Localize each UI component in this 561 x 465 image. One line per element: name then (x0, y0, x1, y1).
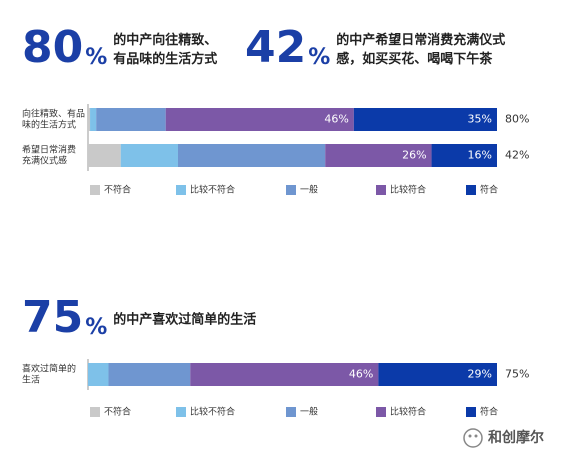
headline-number: 75 (22, 292, 83, 343)
bar-segment (431, 144, 497, 167)
total-label: 80% (505, 113, 529, 126)
bar-segment (190, 363, 379, 386)
legend-label: 符合 (480, 406, 498, 418)
legend-swatch (376, 407, 386, 417)
total-label: 42% (505, 149, 529, 162)
legend-swatch (286, 407, 296, 417)
headline-unit: % (308, 45, 330, 70)
value-label: 16% (468, 149, 492, 162)
legend-label: 比较不符合 (190, 406, 235, 418)
category-label: 希望日常消费 (22, 144, 76, 156)
legend-label: 比较符合 (390, 184, 426, 196)
headline-text: 感，如买买花、喝喝下午茶 (336, 51, 493, 67)
category-label: 喜欢过简单的 (22, 363, 76, 375)
legend-label: 不符合 (104, 184, 131, 196)
bar-segment (108, 363, 191, 386)
headline-unit: % (85, 45, 107, 70)
legend-swatch (466, 185, 476, 195)
value-label: 46% (349, 368, 373, 381)
legend-label: 不符合 (104, 406, 131, 418)
legend-label: 一般 (300, 406, 318, 418)
legend-swatch (176, 185, 186, 195)
category-label: 味的生活方式 (22, 119, 76, 131)
bar-segment (90, 108, 97, 131)
bar-segment (378, 363, 497, 386)
legend-swatch (90, 185, 100, 195)
headline-text: 有品味的生活方式 (113, 51, 217, 67)
bar-segment (165, 108, 354, 131)
headline-unit: % (85, 315, 107, 340)
bar-segment (88, 108, 91, 131)
legend-label: 符合 (480, 184, 498, 196)
legend-swatch (176, 407, 186, 417)
headline-number: 42 (245, 22, 306, 73)
headline-text: 的中产向往精致、 (113, 32, 217, 48)
watermark-icon-dot (474, 434, 478, 438)
legend-swatch (376, 185, 386, 195)
bar-segment (88, 144, 121, 167)
bar-segment (120, 144, 178, 167)
watermark-icon-dot (468, 434, 472, 438)
legend-swatch (466, 407, 476, 417)
headline-text: 的中产希望日常消费充满仪式 (336, 32, 505, 48)
legend-swatch (90, 407, 100, 417)
category-label: 充满仪式感 (22, 155, 67, 167)
total-label: 75% (505, 368, 529, 381)
bar-segment (88, 363, 109, 386)
bar-segment (177, 144, 326, 167)
watermark-text: 和创摩尔 (488, 429, 544, 446)
value-label: 26% (402, 149, 426, 162)
watermark: 和创摩尔 (463, 428, 544, 448)
watermark-icon (463, 428, 483, 448)
legend-label: 比较不符合 (190, 184, 235, 196)
legend-label: 一般 (300, 184, 318, 196)
bar-segment (325, 144, 432, 167)
value-label: 46% (324, 113, 348, 126)
bar-segment (353, 108, 497, 131)
value-label: 35% (468, 113, 492, 126)
legend-label: 比较符合 (390, 406, 426, 418)
category-label: 向往精致、有品 (22, 108, 85, 120)
bar-segment (96, 108, 166, 131)
value-label: 29% (468, 368, 492, 381)
legend-swatch (286, 185, 296, 195)
category-label: 生活 (22, 374, 40, 386)
headline-number: 80 (22, 22, 83, 73)
headline-text: 的中产喜欢过简单的生活 (113, 312, 256, 328)
